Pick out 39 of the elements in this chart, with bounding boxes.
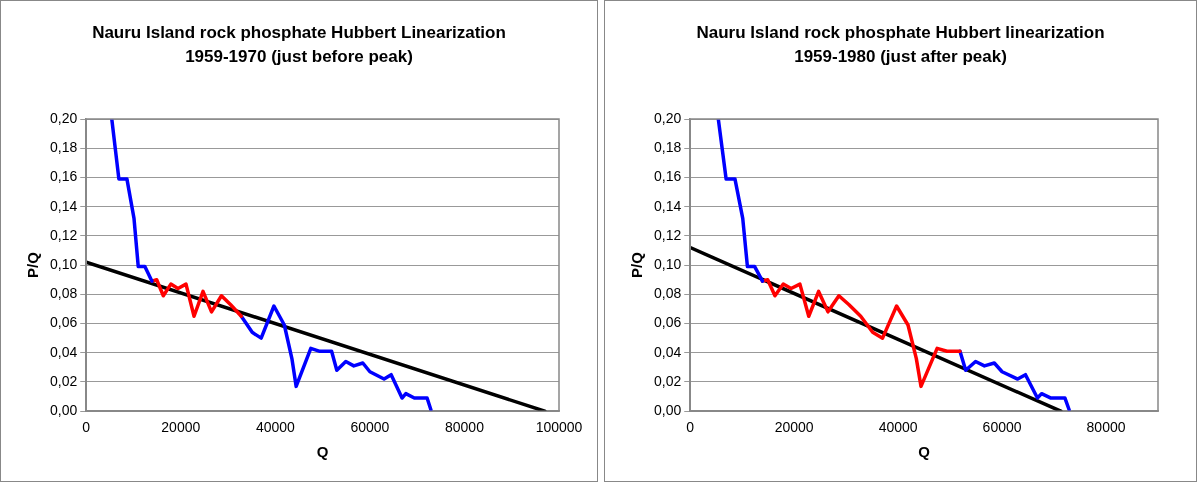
y-tick-label: 0,18 — [50, 139, 78, 156]
chart-title: Nauru Island rock phosphate Hubbert Linearization 1959-1970 (just before peak) — [91, 22, 507, 68]
y-tick-label: 0,00 — [50, 402, 78, 419]
y-tick-label: 0,04 — [50, 343, 78, 360]
x-tick-label: 40000 — [255, 419, 296, 436]
y-tick-label: 0,18 — [654, 139, 682, 156]
x-tick-label: 80000 — [1086, 419, 1126, 436]
x-tick-label: 20000 — [161, 419, 201, 436]
x-tick-label: 40000 — [878, 419, 918, 436]
y-axis-title: P/Q — [628, 251, 646, 279]
y-tick-label: 0,16 — [50, 168, 78, 185]
x-tick-label: 20000 — [774, 419, 814, 436]
y-tick-label: 0,20 — [654, 109, 682, 126]
chart-title: Nauru Island rock phosphate Hubbert linearization 1959-1980 (just after peak) — [695, 22, 1106, 68]
y-tick-label: 0,06 — [654, 314, 682, 331]
x-axis-title: Q — [316, 443, 329, 461]
y-tick-label: 0,00 — [654, 402, 682, 419]
y-tick-label: 0,14 — [654, 197, 682, 214]
x-tick-label: 80000 — [444, 419, 485, 436]
x-axis-title: Q — [918, 443, 931, 461]
y-tick-label: 0,06 — [50, 314, 78, 331]
y-tick-label: 0,10 — [50, 255, 78, 272]
y-tick-label: 0,04 — [654, 343, 682, 360]
x-tick-label: 60000 — [350, 419, 390, 436]
y-tick-label: 0,16 — [654, 168, 682, 185]
y-tick-label: 0,08 — [50, 285, 78, 302]
y-tick-label: 0,08 — [654, 285, 682, 302]
y-axis-title: P/Q — [24, 251, 42, 279]
x-tick-label: 0 — [82, 419, 91, 436]
y-tick-label: 0,02 — [50, 372, 78, 389]
y-tick-label: 0,12 — [50, 226, 78, 243]
x-tick-label: 60000 — [982, 419, 1022, 436]
x-tick-label: 0 — [686, 419, 695, 436]
y-tick-label: 0,20 — [50, 109, 78, 126]
y-tick-label: 0,14 — [50, 197, 78, 214]
x-tick-label: 100000 — [535, 419, 583, 436]
y-tick-label: 0,10 — [654, 255, 682, 272]
y-tick-label: 0,02 — [654, 372, 682, 389]
y-tick-label: 0,12 — [654, 226, 682, 243]
